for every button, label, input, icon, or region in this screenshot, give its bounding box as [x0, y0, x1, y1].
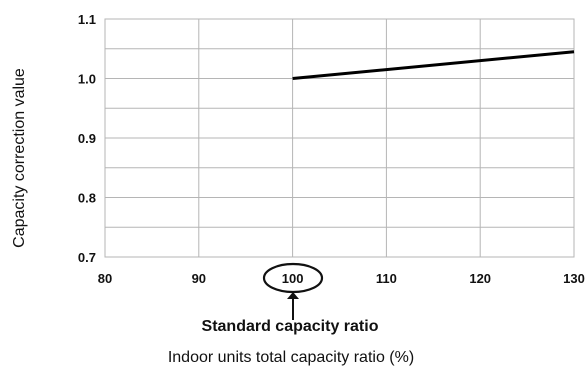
- annotation: Standard capacity ratio: [202, 262, 379, 335]
- plot-frame: [104, 18, 575, 258]
- y-tick-label: 1.0: [78, 72, 96, 87]
- x-tick-label: 80: [98, 271, 112, 286]
- x-tick-label: 110: [376, 271, 397, 286]
- series-layer: [292, 50, 575, 80]
- x-axis-label: Indoor units total capacity ratio (%): [168, 349, 414, 366]
- annotation-text: Standard capacity ratio: [202, 318, 379, 335]
- x-tick-labels: 80 90 100 110 120 130: [98, 271, 585, 286]
- x-tick-label: 130: [563, 271, 585, 286]
- y-tick-label: 1.1: [78, 12, 96, 27]
- y-tick-labels: 0.7 0.8 0.9 1.0 1.1: [78, 12, 96, 265]
- y-tick-label: 0.7: [78, 250, 96, 265]
- x-tick-label: 90: [192, 271, 206, 286]
- series-line: [292, 50, 575, 80]
- x-tick-label: 120: [469, 271, 491, 286]
- annotation-arrowhead: [287, 292, 299, 299]
- y-tick-label: 0.9: [78, 131, 96, 146]
- grid: [104, 18, 575, 258]
- y-axis-label: Capacity correction value: [11, 68, 28, 248]
- y-tick-label: 0.8: [78, 191, 96, 206]
- x-tick-label: 100: [282, 271, 304, 286]
